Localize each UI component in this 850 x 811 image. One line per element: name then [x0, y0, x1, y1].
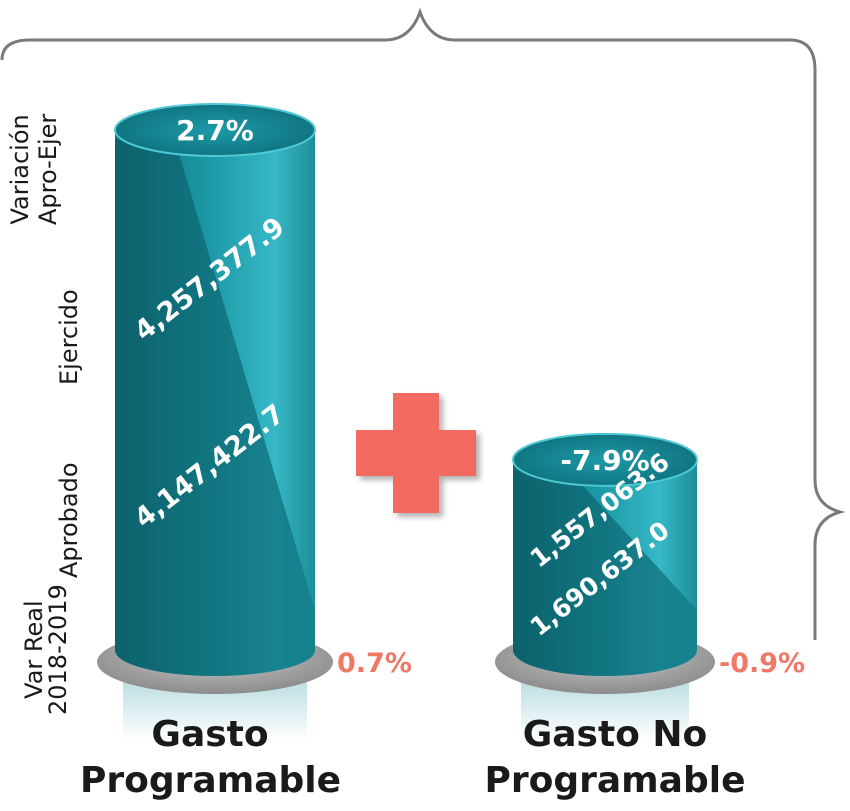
- var-real-label-gasto-no-programable: -0.9%: [719, 648, 805, 679]
- row-label-variacion-line1: Variación: [6, 114, 34, 225]
- row-label-aprobado: Aprobado: [55, 462, 83, 578]
- row-label-ejercido-text: Ejercido: [55, 289, 83, 385]
- row-label-aprobado-text: Aprobado: [55, 462, 83, 578]
- category-label-gnp-line1: Gasto No: [522, 714, 708, 755]
- top-brace: [0, 7, 846, 640]
- cylinder-top-gasto-programable: [114, 103, 316, 157]
- cylinder-shade-gasto-no-programable: [513, 469, 697, 676]
- row-label-variacion: Variación Apro-Ejer: [6, 114, 62, 225]
- var-real-label-gasto-programable: 0.7%: [337, 648, 412, 679]
- row-label-var-real-line2: 2018-2019: [44, 584, 72, 715]
- category-label-gasto-programable: Gasto Programable: [80, 712, 342, 804]
- category-label-gnp-line2: Programable: [484, 760, 746, 801]
- variacion-label-gasto-no-programable: -7.9%: [560, 444, 649, 477]
- row-label-variacion-line2: Apro-Ejer: [34, 113, 62, 225]
- category-label-gp-line2: Programable: [80, 760, 342, 801]
- cylinder-shade-gasto-programable: [115, 140, 315, 676]
- row-label-ejercido: Ejercido: [55, 289, 83, 385]
- row-label-var-real-line1: Var Real: [20, 600, 48, 699]
- row-label-var-real: Var Real 2018-2019: [20, 584, 72, 715]
- category-label-gasto-no-programable: Gasto No Programable: [470, 712, 760, 804]
- category-label-gp-line1: Gasto: [151, 714, 269, 755]
- plus-icon: [356, 393, 476, 513]
- variacion-label-gasto-programable: 2.7%: [176, 114, 254, 147]
- cylinder-top-gasto-no-programable: [512, 432, 698, 487]
